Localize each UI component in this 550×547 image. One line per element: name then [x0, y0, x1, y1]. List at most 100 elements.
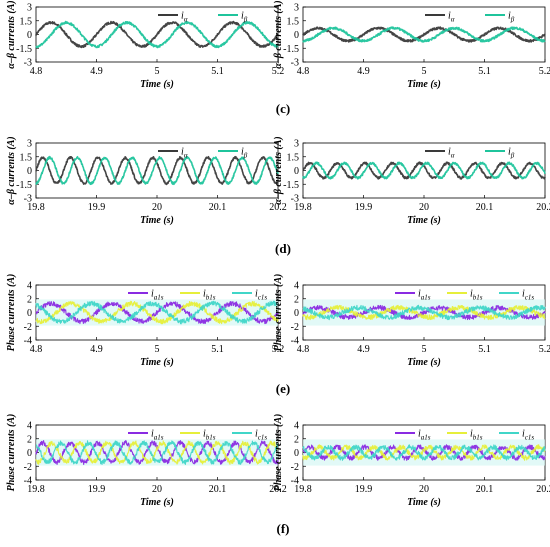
series-line — [302, 304, 546, 321]
y-axis-label: α–β currents (A) — [273, 0, 284, 68]
x-axis-label: Time (s) — [407, 215, 441, 226]
x-tick-label: 19.9 — [88, 484, 106, 495]
legend-subscript: a1s — [421, 434, 431, 442]
y-tick-label: 4 — [27, 281, 32, 292]
x-tick-label: 19.9 — [355, 202, 373, 213]
legend-subscript: b1s — [473, 434, 483, 442]
y-tick-label: 0 — [27, 308, 32, 319]
x-tick-label: 19.9 — [355, 484, 373, 495]
x-axis-label: Time (s) — [407, 79, 441, 90]
series-line — [35, 20, 279, 49]
x-tick-label: 4.9 — [357, 66, 370, 77]
legend-entry: iβ — [241, 147, 248, 160]
y-tick-label: -2 — [291, 322, 299, 333]
y-tick-label: -4 — [24, 476, 32, 487]
x-tick-label: 5.2 — [539, 66, 550, 77]
x-tick-label: 5 — [155, 66, 160, 77]
x-tick-label: 5 — [422, 66, 427, 77]
y-tick-label: 3 — [294, 3, 299, 14]
legend: iα iβ — [425, 11, 515, 24]
series-line — [302, 444, 546, 461]
y-tick-label: -3 — [291, 194, 299, 205]
legend-subscript: a1s — [154, 434, 164, 442]
series-line — [35, 300, 279, 325]
chart-panel: -4 -2 0 2 4 19.8 19.9 20 20.1 20.2 Time (s) Phase c… — [273, 414, 550, 508]
x-tick-label: 5.2 — [539, 344, 550, 355]
legend-subscript: β — [243, 152, 248, 160]
legend-subscript: α — [451, 152, 455, 160]
y-tick-label: 2 — [294, 294, 299, 305]
legend-entry: ib1s — [203, 289, 216, 302]
x-tick-label: 19.8 — [27, 202, 45, 213]
legend-subscript: β — [510, 16, 515, 24]
y-tick-label: 1.5 — [287, 152, 300, 163]
x-tick-label: 19.8 — [294, 202, 312, 213]
x-tick-label: 20.2 — [536, 202, 550, 213]
legend-subscript: α — [184, 152, 188, 160]
x-tick-label: 5.1 — [211, 66, 224, 77]
x-tick-label: 20.2 — [269, 202, 287, 213]
x-tick-label: 20.1 — [476, 484, 494, 495]
panel-label: (f) — [277, 521, 290, 536]
legend-subscript: b1s — [206, 294, 216, 302]
y-tick-label: 1.5 — [20, 152, 33, 163]
legend-subscript: a1s — [421, 294, 431, 302]
x-tick-label: 20 — [152, 202, 162, 213]
x-axis-label: Time (s) — [407, 497, 441, 508]
chart-panel: -3 -1.5 0 1.5 3 4.8 4.9 5 5.1 5.2 Time (s) α–β curr… — [6, 0, 284, 90]
legend-subscript: α — [451, 16, 455, 24]
legend-entry: ia1s — [418, 289, 431, 302]
chart-panel: -4 -2 0 2 4 4.8 4.9 5 5.1 5.2 Time (s) Phase curren… — [6, 274, 284, 368]
series-line — [35, 20, 279, 49]
x-tick-label: 5.2 — [272, 344, 285, 355]
y-tick-label: 1.5 — [287, 16, 300, 27]
x-tick-label: 19.8 — [27, 484, 45, 495]
x-tick-label: 20.1 — [476, 202, 494, 213]
y-tick-label: -4 — [24, 336, 32, 347]
x-tick-label: 4.9 — [357, 344, 370, 355]
legend: iα iβ — [158, 147, 248, 160]
x-axis-label: Time (s) — [407, 357, 441, 368]
x-axis-label: Time (s) — [140, 497, 174, 508]
legend-entry: iβ — [508, 11, 515, 24]
x-tick-label: 5.1 — [478, 66, 491, 77]
series-line — [35, 440, 279, 465]
legend-subscript: a1s — [154, 294, 164, 302]
y-tick-label: 1.5 — [20, 16, 33, 27]
legend-subscript: c1s — [258, 294, 268, 302]
y-tick-label: -1.5 — [16, 44, 32, 55]
x-tick-label: 19.9 — [88, 202, 106, 213]
legend-entry: iβ — [508, 147, 515, 160]
y-tick-label: -3 — [24, 58, 32, 69]
x-tick-label: 20 — [419, 484, 429, 495]
chart-panel: -4 -2 0 2 4 19.8 19.9 20 20.1 20.2 Time (s) Phase c… — [6, 414, 287, 508]
y-tick-label: -4 — [291, 336, 299, 347]
x-tick-label: 4.8 — [297, 66, 310, 77]
x-tick-label: 5.1 — [211, 344, 224, 355]
x-tick-label: 20 — [419, 202, 429, 213]
series-line — [35, 440, 279, 466]
y-tick-label: -4 — [291, 476, 299, 487]
y-tick-label: -2 — [291, 462, 299, 473]
legend-subscript: c1s — [525, 294, 535, 302]
legend-subscript: β — [243, 16, 248, 24]
series-line — [302, 304, 546, 321]
series-line — [302, 161, 546, 180]
x-tick-label: 20.1 — [209, 202, 227, 213]
legend-entry: iα — [448, 11, 455, 24]
legend-entry: ia1s — [418, 429, 431, 442]
x-tick-label: 20 — [152, 484, 162, 495]
y-tick-label: 0 — [27, 30, 32, 41]
x-tick-label: 4.8 — [30, 66, 43, 77]
x-axis-label: Time (s) — [140, 215, 174, 226]
series-line — [35, 155, 279, 186]
legend-entry: ic1s — [255, 289, 267, 302]
legend-entry: ic1s — [522, 429, 534, 442]
legend-entry: iβ — [241, 11, 248, 24]
legend-entry: ic1s — [255, 429, 267, 442]
chart-panel: -3 -1.5 0 1.5 3 19.8 19.9 20 20.1 20.2 Time (s) α–β… — [6, 136, 287, 226]
legend-entry: iα — [448, 147, 455, 160]
legend-entry: iα — [181, 11, 188, 24]
y-tick-label: 3 — [27, 3, 32, 14]
